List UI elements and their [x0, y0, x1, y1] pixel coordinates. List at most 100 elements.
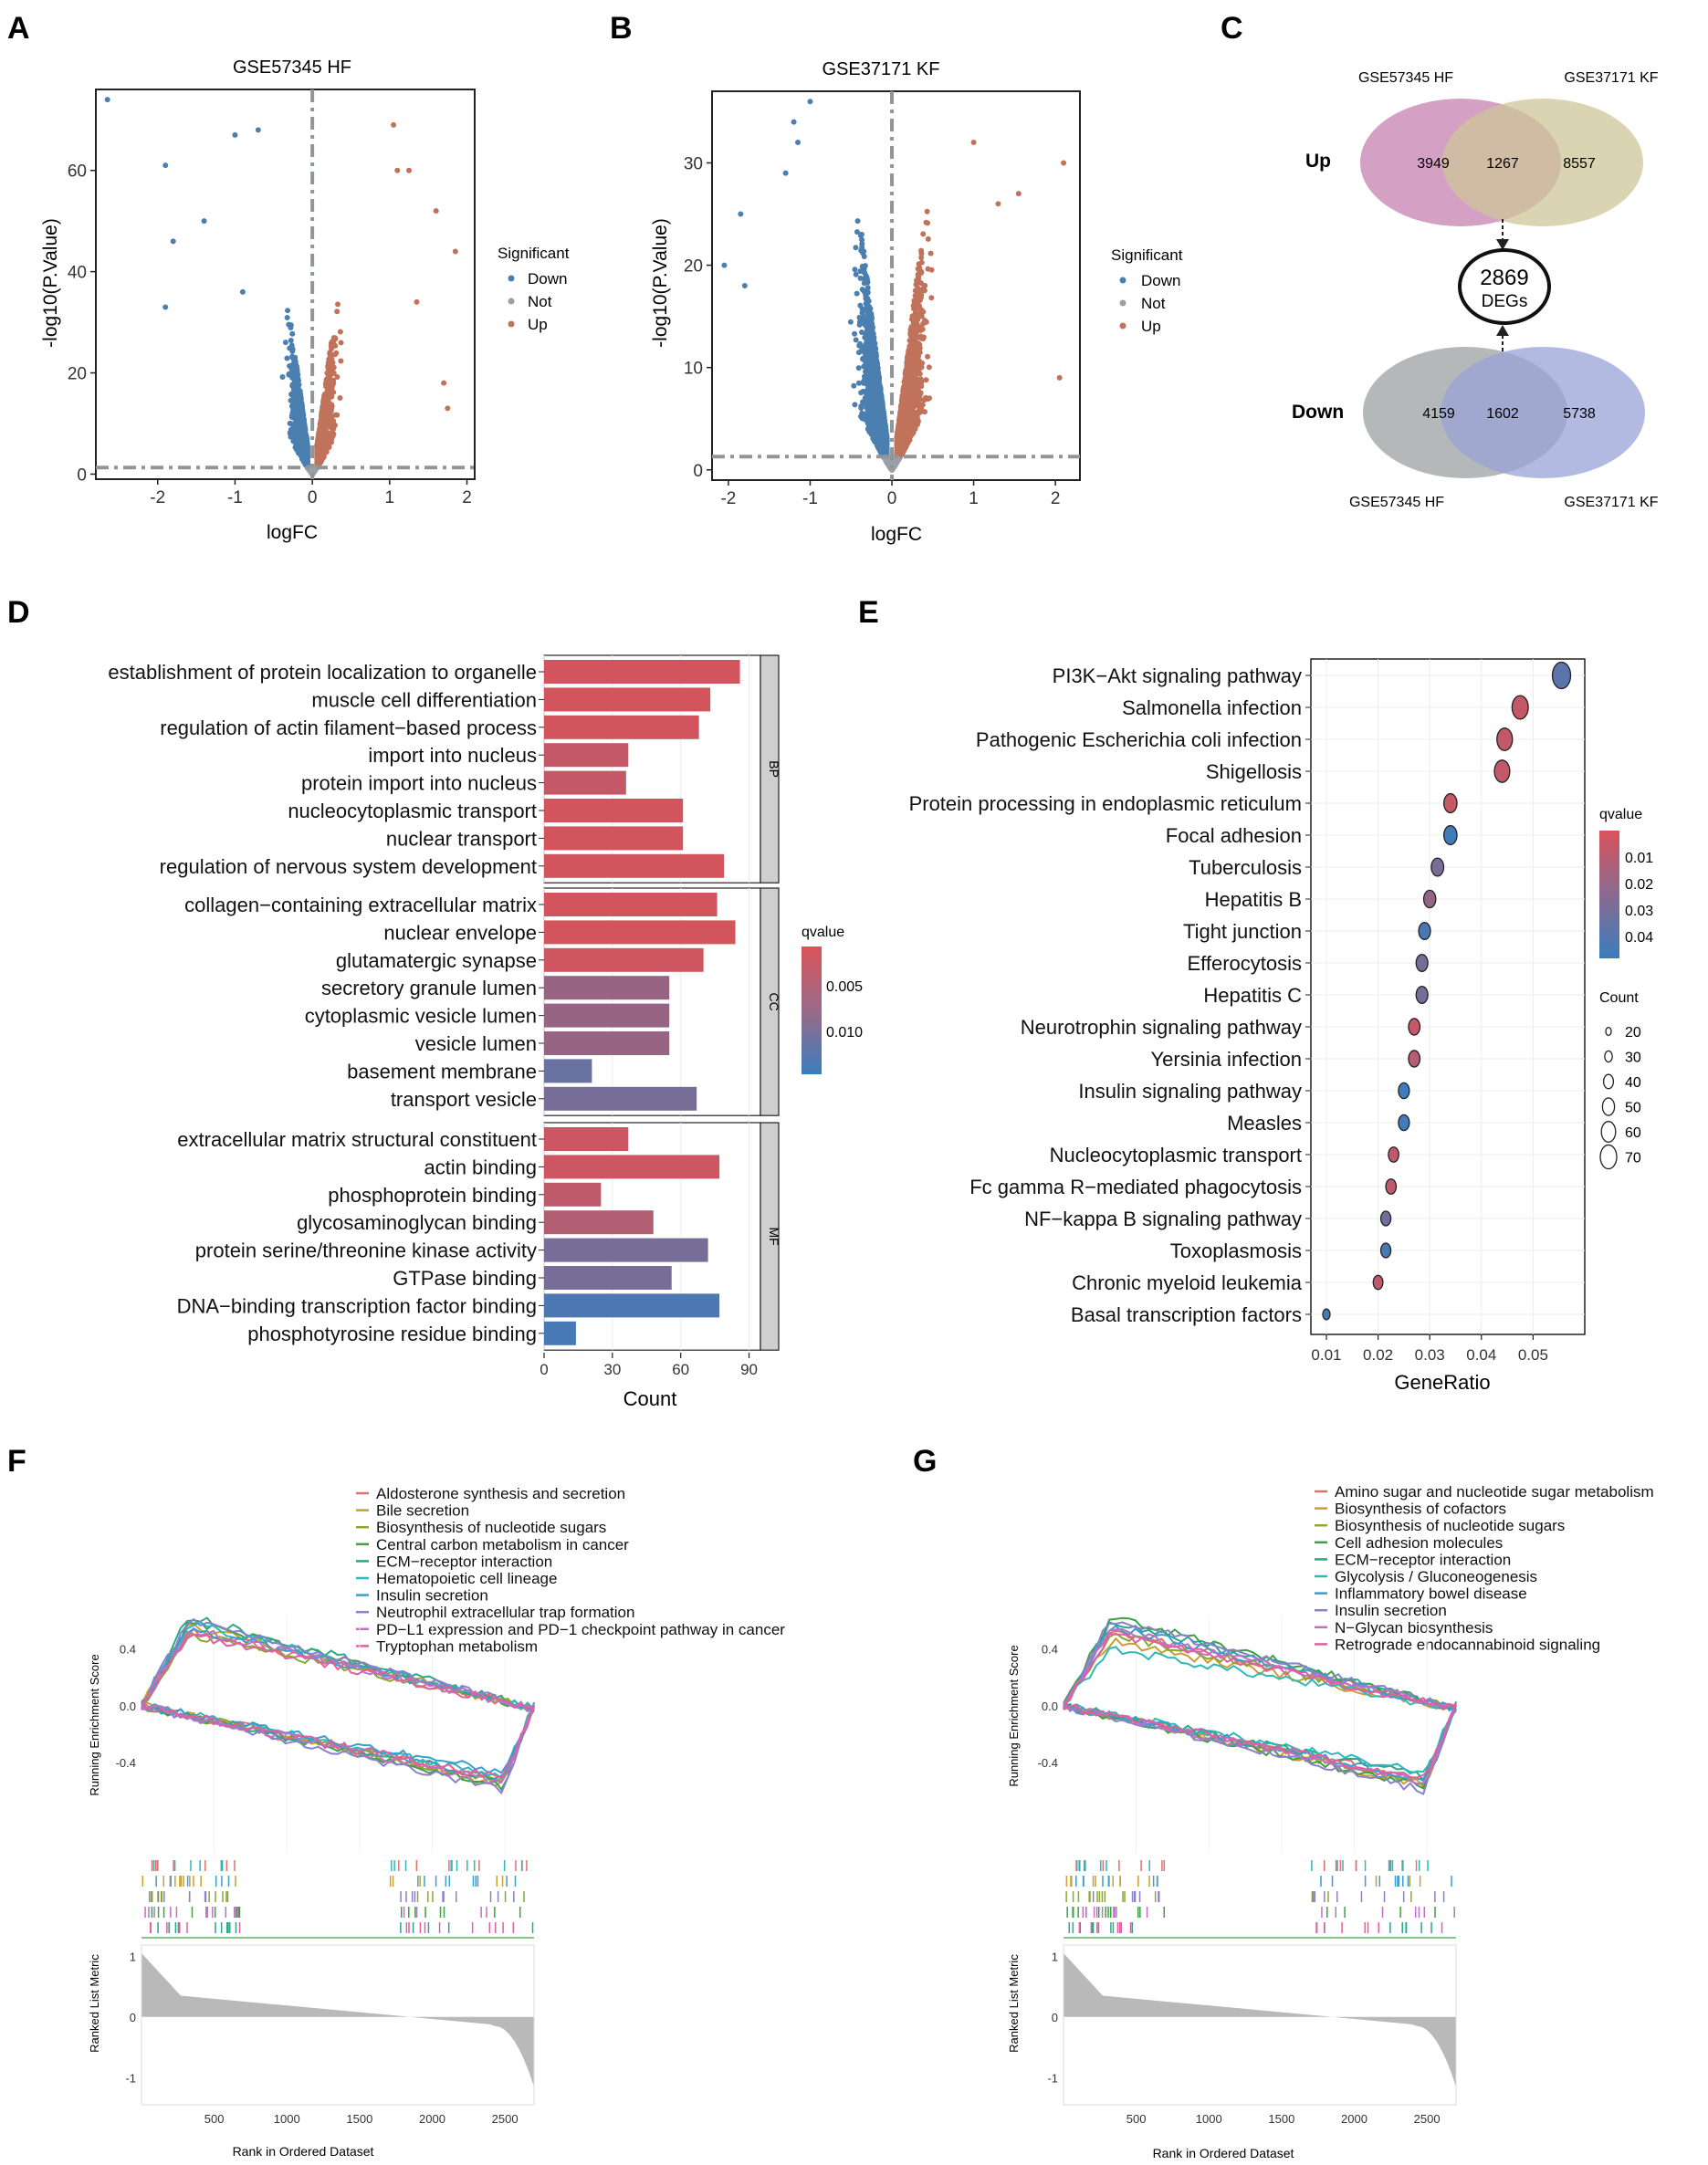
point-up — [330, 339, 336, 345]
point-down — [292, 354, 299, 361]
point-down — [299, 455, 306, 461]
legend-down: Down — [528, 270, 567, 288]
legend-title: Significant — [498, 245, 570, 262]
point-down — [299, 403, 305, 410]
point-down — [294, 432, 300, 438]
point-down — [852, 330, 858, 337]
x-tick-label: 1 — [385, 488, 395, 507]
point-down — [288, 434, 294, 440]
point-up — [329, 403, 335, 410]
point-down — [853, 271, 859, 277]
point-down — [289, 330, 296, 337]
point-up — [327, 418, 333, 424]
x-tick-label: -2 — [150, 488, 165, 507]
point-up — [337, 329, 343, 335]
point-up — [320, 447, 327, 454]
panel-b-title: GSE37171 KF — [823, 59, 940, 79]
point-up — [326, 375, 332, 382]
point-up — [414, 298, 420, 305]
point-down — [851, 382, 857, 389]
point-down — [300, 432, 307, 438]
point-up — [920, 231, 927, 237]
x-tick-label: 2 — [462, 488, 472, 507]
panel-a-ylabel: -log10(P.Value) — [40, 218, 61, 348]
point-down — [284, 355, 290, 361]
panel-b-points — [721, 99, 1067, 473]
panel-a-label: A — [7, 11, 30, 46]
panel-a-title: GSE57345 HF — [233, 58, 351, 78]
y-tick-label: 20 — [68, 365, 87, 384]
point-down — [162, 304, 169, 310]
point-up — [321, 392, 328, 398]
point-up — [329, 439, 335, 445]
point-down — [295, 371, 301, 378]
point-up — [327, 350, 333, 356]
point-down — [292, 377, 299, 383]
y-tick-label: 60 — [68, 162, 87, 182]
point-up — [330, 369, 336, 375]
point-down — [302, 447, 309, 454]
point-up — [334, 309, 341, 315]
point-down — [288, 403, 295, 409]
legend-not-dot — [508, 298, 515, 305]
panel-a-frame — [95, 89, 476, 480]
y-tick-label: 40 — [68, 264, 87, 283]
point-down — [288, 325, 294, 331]
panel-a-xlabel: logFC — [267, 522, 318, 543]
point-down — [284, 315, 290, 321]
point-up — [318, 419, 324, 425]
point-down — [285, 308, 291, 314]
legend-down-dot — [508, 275, 515, 282]
point-down — [289, 425, 296, 432]
point-down — [279, 373, 286, 380]
panel-a-points — [104, 97, 458, 477]
point-up — [335, 301, 341, 308]
x-tick-label: 0 — [308, 488, 318, 507]
point-up — [325, 384, 331, 391]
point-down — [162, 162, 169, 169]
point-up — [328, 354, 334, 361]
point-down — [292, 360, 299, 366]
point-up — [320, 425, 326, 432]
point-down — [299, 420, 306, 426]
panel-a-legend: Significant Down Not Up — [498, 245, 570, 333]
legend-up-dot — [508, 320, 515, 328]
point-up — [452, 248, 458, 255]
legend-not: Not — [528, 293, 552, 310]
point-up — [322, 441, 329, 447]
point-down — [255, 127, 261, 133]
point-down — [289, 410, 296, 416]
point-down — [852, 402, 858, 408]
point-down — [201, 218, 207, 225]
point-down — [301, 439, 308, 445]
point-up — [315, 455, 321, 461]
point-up — [337, 395, 343, 402]
point-down — [232, 131, 238, 138]
point-down — [296, 388, 302, 394]
point-down — [288, 337, 294, 343]
point-down — [292, 365, 299, 371]
point-down — [855, 365, 862, 371]
point-up — [334, 412, 341, 418]
point-up — [334, 374, 341, 381]
point-down — [299, 425, 305, 432]
point-down — [170, 238, 176, 245]
y-tick-label: 0 — [77, 465, 87, 485]
point-down — [293, 416, 299, 423]
panel-b-frame — [711, 90, 1081, 481]
point-up — [329, 431, 335, 437]
point-up — [433, 208, 439, 214]
point-down — [287, 345, 293, 351]
point-down — [282, 340, 288, 346]
point-up — [320, 406, 327, 413]
point-down — [859, 236, 865, 243]
point-up — [445, 405, 451, 412]
point-down — [104, 97, 110, 103]
point-up — [325, 363, 331, 370]
point-up — [338, 358, 344, 364]
point-up — [441, 380, 447, 386]
